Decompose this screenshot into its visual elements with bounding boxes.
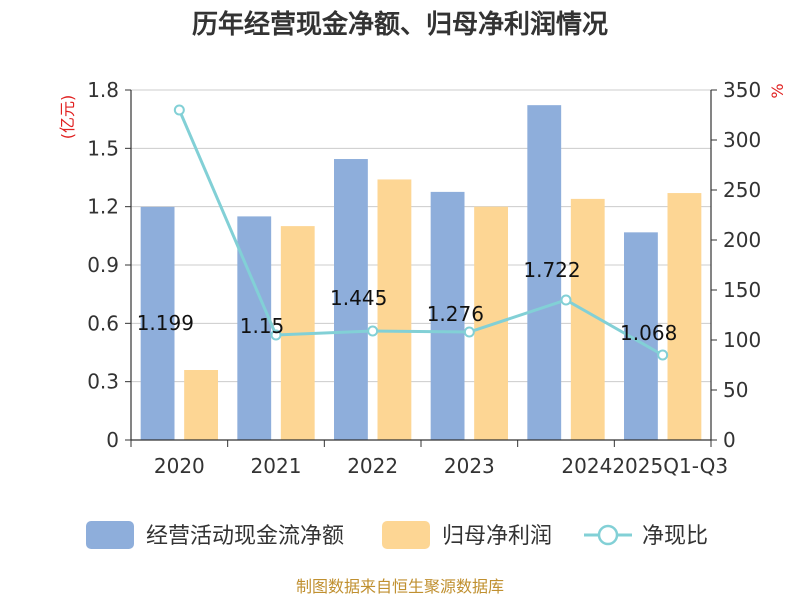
x-tick-label: 2024 [561,454,612,478]
right-tick-label: 0 [723,428,736,452]
bar-cash-flow [527,105,562,441]
ratio-line [177,109,664,357]
line-series [173,104,669,361]
right-tick-label: 300 [723,128,761,152]
right-axis-unit: % [768,83,787,98]
ratio-point [560,294,572,306]
data-label: 1.445 [330,286,387,310]
right-tick-label: 100 [723,328,761,352]
bar-net-profit [377,179,412,440]
ratio-point [367,325,379,337]
ratio-point [270,329,282,341]
right-tick-label: 200 [723,228,761,252]
data-label: 1.276 [427,302,484,326]
bar-cash-flow [430,191,465,440]
left-tick-label: 1.8 [87,78,119,102]
left-tick-label: 0.9 [87,253,119,277]
data-label: 1.15 [240,314,285,338]
data-label: 1.068 [620,321,677,345]
x-tick-label: 2023 [444,454,495,478]
data-label: 1.722 [523,258,580,282]
ratio-point [463,326,475,338]
data-labels: 1.199 1.15 1.445 1.276 1.722 1.068 [137,258,678,345]
data-label: 1.199 [137,311,194,335]
x-tick-label: 2022 [347,454,398,478]
legend-label-cash-flow: 经营活动现金流净额 [146,524,344,549]
left-tick-label: 0.3 [87,370,119,394]
axes: 0 0.3 0.6 0.9 1.2 1.5 1.8 0 50 100 150 200 250 300 350… [87,78,761,478]
bar-cash-flow [334,159,368,440]
left-tick-label: 0.6 [87,311,119,335]
bar-series [140,105,702,441]
legend-label-ratio: 净现比 [642,524,708,549]
right-tick-label: 150 [723,278,761,302]
legend-label-net-profit: 归母净利润 [442,524,552,549]
ratio-point [173,104,185,116]
bar-net-profit [184,370,218,440]
left-tick-label: 1.5 [87,136,119,160]
x-tick-label: 2020 [154,454,205,478]
chart-title: 历年经营现金净额、归母净利润情况 [192,9,608,40]
ratio-point [657,349,669,361]
left-axis-unit: (亿元) [58,95,77,140]
x-tick-label: 2025Q1-Q3 [612,454,728,478]
left-tick-label: 0 [106,428,119,452]
bar-cash-flow [237,216,272,440]
legend-marker-ratio [597,524,619,546]
legend: 经营活动现金流净额 归母净利润 净现比 [86,521,708,549]
source-note: 制图数据来自恒生聚源数据库 [296,577,504,596]
gridlines [131,89,711,441]
bar-cash-flow [140,206,175,440]
legend-swatch-net-profit [382,521,430,549]
right-tick-label: 50 [723,378,748,402]
legend-swatch-cash-flow [86,521,134,549]
right-tick-label: 350 [723,78,761,102]
x-tick-label: 2021 [251,454,302,478]
bar-net-profit [667,193,702,440]
right-tick-label: 250 [723,178,761,202]
left-tick-label: 1.2 [87,195,119,219]
